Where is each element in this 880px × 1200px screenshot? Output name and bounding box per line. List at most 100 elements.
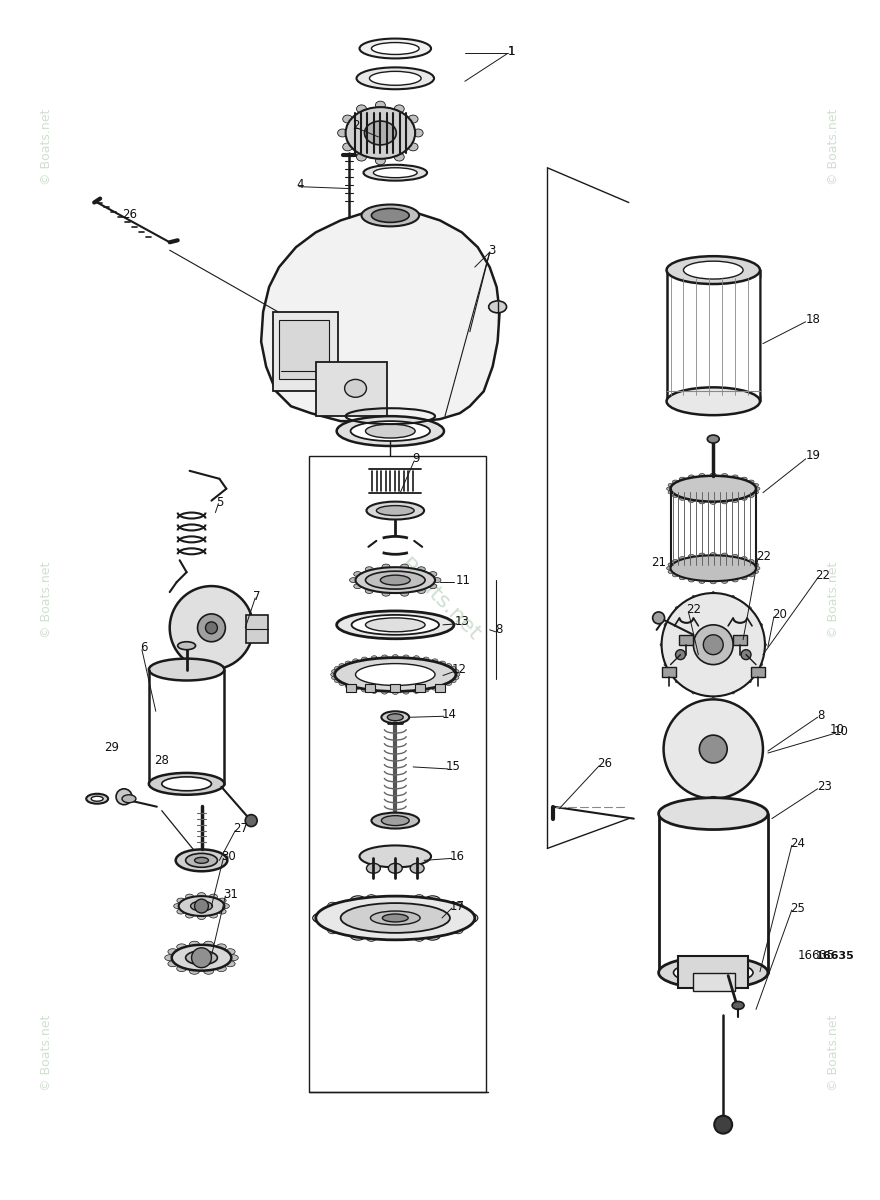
Circle shape — [707, 797, 720, 811]
Ellipse shape — [316, 896, 475, 940]
Text: 15: 15 — [446, 761, 461, 774]
Ellipse shape — [674, 751, 700, 766]
Ellipse shape — [708, 436, 719, 443]
Ellipse shape — [350, 930, 366, 940]
Bar — [309, 456, 486, 1092]
Ellipse shape — [748, 494, 754, 498]
Ellipse shape — [388, 863, 402, 874]
Circle shape — [155, 666, 163, 674]
Ellipse shape — [679, 576, 686, 580]
Ellipse shape — [672, 559, 678, 563]
Ellipse shape — [86, 793, 108, 804]
Bar — [391, 684, 400, 692]
Ellipse shape — [400, 564, 408, 569]
Ellipse shape — [345, 684, 351, 688]
Circle shape — [210, 666, 218, 674]
Circle shape — [206, 622, 217, 634]
Ellipse shape — [394, 154, 404, 161]
Ellipse shape — [353, 686, 359, 690]
Ellipse shape — [423, 688, 429, 692]
Circle shape — [204, 649, 218, 662]
Ellipse shape — [672, 574, 678, 577]
Circle shape — [177, 620, 191, 635]
Ellipse shape — [225, 961, 235, 967]
Ellipse shape — [664, 661, 671, 666]
Text: 13: 13 — [455, 616, 470, 629]
Ellipse shape — [381, 712, 409, 724]
Ellipse shape — [376, 157, 385, 164]
Ellipse shape — [362, 688, 368, 692]
Ellipse shape — [666, 256, 760, 284]
Ellipse shape — [672, 480, 678, 484]
Ellipse shape — [429, 571, 436, 576]
Ellipse shape — [453, 670, 459, 673]
Ellipse shape — [364, 121, 396, 145]
Text: © Boats.net: © Boats.net — [827, 1015, 840, 1091]
Ellipse shape — [365, 424, 415, 438]
Ellipse shape — [162, 776, 211, 791]
Text: 28: 28 — [154, 755, 169, 768]
Ellipse shape — [339, 664, 345, 667]
Ellipse shape — [356, 664, 435, 685]
Text: 26: 26 — [597, 757, 612, 770]
Text: 8: 8 — [495, 623, 503, 636]
Ellipse shape — [664, 624, 671, 628]
Ellipse shape — [748, 480, 754, 484]
Circle shape — [116, 788, 132, 805]
Text: 10: 10 — [830, 722, 845, 736]
Circle shape — [662, 593, 765, 696]
Text: © Boats.net: © Boats.net — [827, 109, 840, 185]
Ellipse shape — [186, 950, 217, 965]
Ellipse shape — [417, 588, 425, 594]
Ellipse shape — [658, 798, 768, 829]
Ellipse shape — [445, 664, 451, 667]
Ellipse shape — [177, 966, 187, 972]
Ellipse shape — [672, 494, 678, 498]
Ellipse shape — [732, 1002, 744, 1009]
Ellipse shape — [424, 930, 441, 940]
Polygon shape — [261, 210, 500, 421]
Text: 20: 20 — [772, 608, 787, 622]
Bar — [316, 361, 387, 416]
Ellipse shape — [189, 968, 200, 974]
Ellipse shape — [382, 592, 390, 596]
Circle shape — [664, 700, 763, 799]
Circle shape — [737, 655, 752, 671]
Circle shape — [723, 606, 739, 622]
Ellipse shape — [692, 688, 696, 694]
Ellipse shape — [218, 898, 226, 904]
Ellipse shape — [752, 570, 759, 574]
Ellipse shape — [382, 655, 387, 659]
Ellipse shape — [376, 101, 385, 109]
Bar — [415, 684, 425, 692]
Ellipse shape — [712, 709, 724, 734]
Ellipse shape — [445, 682, 451, 685]
Ellipse shape — [671, 556, 756, 581]
Ellipse shape — [394, 104, 404, 113]
Ellipse shape — [392, 690, 399, 695]
Ellipse shape — [149, 659, 224, 680]
Ellipse shape — [356, 67, 434, 89]
Ellipse shape — [754, 487, 760, 491]
Ellipse shape — [332, 676, 338, 679]
Text: 25: 25 — [789, 901, 804, 914]
Ellipse shape — [371, 689, 378, 694]
Ellipse shape — [741, 478, 747, 481]
Ellipse shape — [699, 580, 705, 583]
Bar — [273, 312, 338, 391]
Ellipse shape — [222, 904, 230, 908]
Ellipse shape — [365, 588, 373, 594]
Text: 1: 1 — [508, 44, 515, 58]
Ellipse shape — [688, 578, 694, 582]
Ellipse shape — [688, 475, 694, 479]
Ellipse shape — [382, 564, 390, 569]
Ellipse shape — [331, 672, 337, 677]
Circle shape — [197, 614, 225, 642]
Text: 22: 22 — [816, 569, 831, 582]
Circle shape — [653, 612, 664, 624]
Ellipse shape — [339, 682, 345, 685]
Ellipse shape — [414, 128, 423, 137]
Ellipse shape — [371, 209, 409, 222]
Circle shape — [715, 1116, 732, 1134]
Text: 31: 31 — [224, 888, 238, 901]
